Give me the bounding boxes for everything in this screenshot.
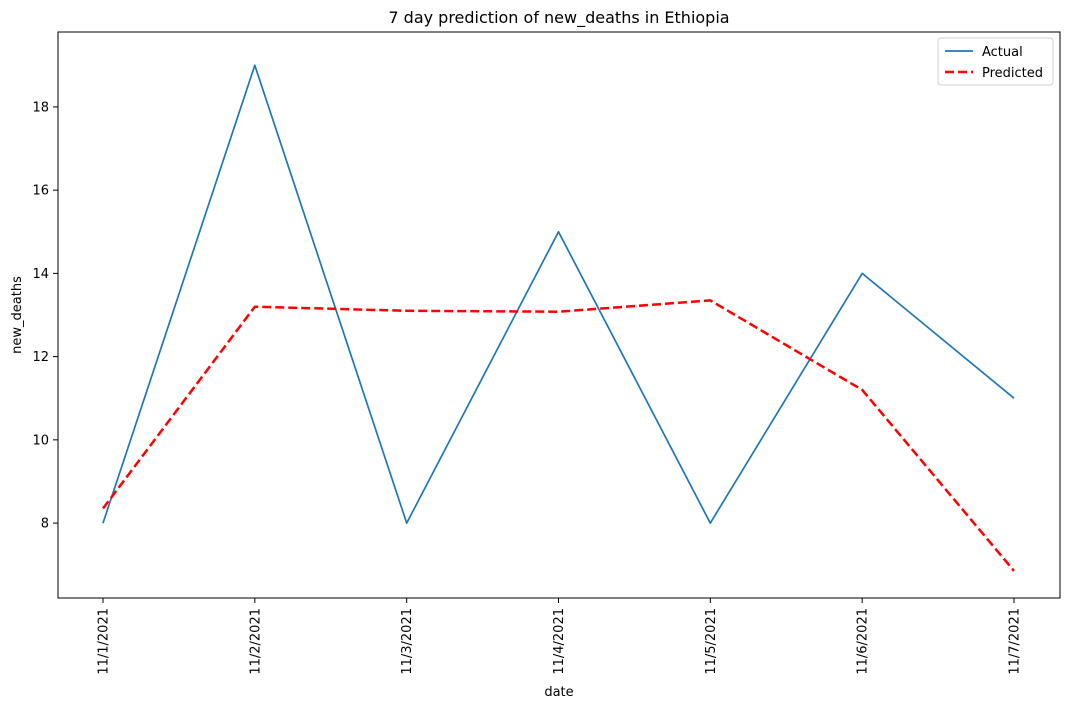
- y-tick-label: 12: [32, 350, 49, 365]
- plot-frame: [57, 31, 1061, 599]
- x-tick-label: 11/3/2021: [400, 608, 415, 675]
- y-tick-label: 16: [32, 184, 49, 199]
- x-tick-label: 11/1/2021: [97, 608, 112, 675]
- plot-lines: [102, 64, 1015, 572]
- x-axis: 11/1/2021 11/2/2021 11/3/2021 11/4/2021 11/5…: [97, 598, 1023, 675]
- y-tick-label: 8: [41, 517, 49, 532]
- legend-actual-label: Actual: [982, 45, 1023, 60]
- series-line-predicted: [102, 299, 1015, 572]
- x-tick-label: 11/2/2021: [248, 608, 263, 675]
- x-tick-label: 11/4/2021: [552, 608, 567, 675]
- series-line-actual: [102, 64, 1015, 524]
- y-tick-label: 18: [32, 100, 49, 115]
- chart-title: 7 day prediction of new_deaths in Ethiop…: [388, 8, 729, 28]
- x-tick-label: 11/7/2021: [1008, 608, 1023, 675]
- x-tick-label: 11/5/2021: [704, 608, 719, 675]
- x-tick-label: 11/6/2021: [856, 608, 871, 675]
- legend: Actual Predicted: [937, 37, 1054, 86]
- y-axis-label: new_deaths: [10, 276, 25, 354]
- y-tick-label: 10: [32, 433, 49, 448]
- y-axis: 8 10 12 14 16 18: [32, 100, 58, 532]
- y-tick-label: 14: [32, 267, 49, 282]
- x-axis-label: date: [544, 685, 573, 700]
- legend-predicted-label: Predicted: [982, 66, 1043, 81]
